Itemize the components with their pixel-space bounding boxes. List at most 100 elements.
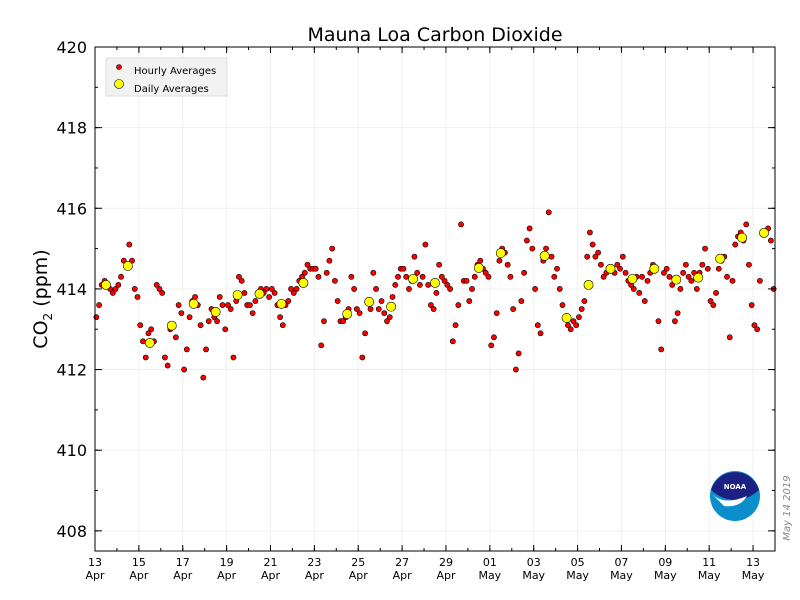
x-tick-month: May <box>654 569 677 582</box>
legend-label-hourly: Hourly Averages <box>134 66 216 77</box>
x-tick-month: Apr <box>261 569 281 582</box>
hourly-point <box>205 318 212 325</box>
hourly-point <box>186 314 193 321</box>
hourly-point <box>411 253 418 260</box>
x-tick-month: Apr <box>393 569 413 582</box>
hourly-point <box>334 298 341 304</box>
hourly-point <box>353 306 360 312</box>
daily-point <box>605 263 616 274</box>
hourly-point <box>589 241 596 248</box>
y-axis-label: CO2 (ppm) <box>30 249 55 348</box>
hourly-point <box>518 298 525 304</box>
hourly-point <box>323 269 330 276</box>
hourly-point <box>227 306 234 312</box>
hourly-point <box>249 310 256 317</box>
hourly-point <box>356 310 363 317</box>
hourly-point <box>682 261 689 268</box>
x-tick-day: 15 <box>132 556 146 569</box>
hourly-point <box>118 273 124 280</box>
legend-label-daily: Daily Averages <box>134 84 209 95</box>
daily-point <box>386 301 397 312</box>
x-tick-day: 27 <box>395 556 409 569</box>
hourly-point <box>447 286 453 292</box>
hourly-point <box>373 286 379 292</box>
hourly-point <box>137 322 144 329</box>
hourly-point <box>600 273 607 280</box>
hourly-point <box>663 265 670 272</box>
hourly-point <box>458 221 464 228</box>
hourly-series <box>93 209 777 381</box>
hourly-point <box>389 294 396 300</box>
hourly-point <box>197 322 204 329</box>
hourly-point <box>488 342 495 349</box>
legend: Hourly Averages Daily Averages <box>105 57 228 97</box>
hourly-point <box>619 253 626 260</box>
hourly-point <box>441 277 448 284</box>
hourly-point <box>156 286 163 292</box>
x-tick-day: 19 <box>220 556 234 569</box>
hourly-point <box>279 322 286 329</box>
hourly-point <box>581 298 588 304</box>
hourly-point <box>340 318 347 325</box>
hourly-point <box>614 261 621 268</box>
hourly-point <box>570 318 577 325</box>
hourly-point <box>639 273 645 280</box>
x-tick-month: May <box>610 569 633 582</box>
hourly-point <box>134 294 141 300</box>
daily-point <box>539 250 550 261</box>
x-tick-month: May <box>478 569 501 582</box>
hourly-point <box>543 245 549 252</box>
hourly-point <box>463 277 470 284</box>
hourly-point <box>636 290 643 296</box>
hourly-point <box>455 302 462 308</box>
hourly-point <box>532 286 538 292</box>
daily-point <box>627 273 638 284</box>
daily-point <box>188 298 199 309</box>
x-axis: 13Apr15Apr17Apr19Apr21Apr23Apr25Apr27Apr… <box>85 47 776 582</box>
hourly-point <box>403 273 410 280</box>
hourly-point <box>419 273 426 280</box>
hourly-point <box>271 290 278 296</box>
hourly-point <box>301 269 308 276</box>
x-tick-month: Apr <box>349 569 369 582</box>
hourly-point <box>241 290 248 296</box>
daily-point <box>342 309 353 319</box>
hourly-point <box>112 286 119 292</box>
hourly-point <box>422 241 429 248</box>
hourly-point <box>559 302 566 308</box>
hourly-point <box>452 322 459 329</box>
hourly-point <box>263 286 270 292</box>
hourly-point <box>247 302 253 308</box>
hourly-point <box>545 209 552 216</box>
hourly-point <box>491 334 497 341</box>
hourly-point <box>751 322 758 329</box>
hourly-point <box>392 281 399 288</box>
hourly-point <box>587 229 593 236</box>
hourly-point <box>699 261 706 268</box>
x-tick-day: 01 <box>483 556 497 569</box>
x-tick-day: 07 <box>614 556 628 569</box>
hourly-point <box>685 273 692 280</box>
daily-point <box>232 290 243 300</box>
daily-point <box>408 273 418 284</box>
chart-title: Mauna Loa Carbon Dioxide <box>307 24 562 46</box>
x-tick-day: 29 <box>439 556 453 569</box>
daily-point <box>101 279 111 290</box>
hourly-point <box>537 330 544 337</box>
hourly-point <box>707 298 714 304</box>
hourly-point <box>214 318 220 325</box>
x-tick-day: 03 <box>527 556 541 569</box>
daily-point <box>254 288 265 299</box>
daily-point <box>364 296 375 307</box>
daily-point <box>759 227 769 238</box>
x-tick-day: 05 <box>571 556 585 569</box>
hourly-point <box>430 306 437 312</box>
hourly-point <box>567 326 574 333</box>
hourly-point <box>677 286 684 292</box>
x-tick-month: May <box>566 569 589 582</box>
x-tick-day: 17 <box>176 556 190 569</box>
hourly-point <box>216 294 223 300</box>
hourly-point <box>644 277 651 284</box>
hourly-point <box>526 225 533 232</box>
hourly-point <box>702 245 708 252</box>
